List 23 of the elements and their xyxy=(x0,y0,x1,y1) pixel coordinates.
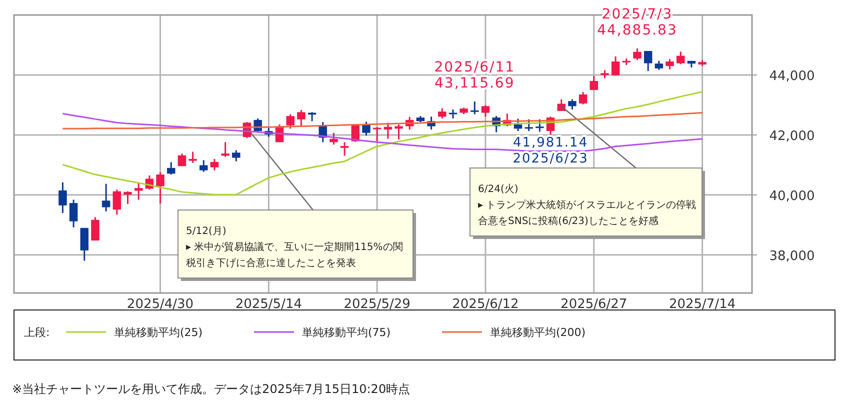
annotation: 2025/6/11 43,115.69 xyxy=(434,60,516,92)
legend-title: 上段: xyxy=(24,326,50,339)
legend-label: 単純移動平均(25) xyxy=(114,326,203,339)
x-tick-label: 2025/6/12 xyxy=(452,297,519,312)
annotation: 6/24(火) ▸ トランプ米大統領がイスラエルとイランの停戦合意をSNSに投稿(6/23)したことを好感 xyxy=(478,183,696,227)
y-tick-label: 38,000 xyxy=(769,248,815,264)
annotation: 2025/7/3 44,885.83 xyxy=(597,6,678,38)
x-tick-label: 2025/4/30 xyxy=(126,297,194,312)
legend-label: 単純移動平均(75) xyxy=(302,326,391,339)
annotation: 5/12(月) ▸ 米中が貿易協議で、互いに一定期間115%の関税引き下げに合意に達したことを発表 xyxy=(186,226,403,269)
legend-label: 単純移動平均(200) xyxy=(490,326,586,339)
x-tick-label: 2025/7/14 xyxy=(668,297,736,312)
line-series xyxy=(62,91,704,196)
text: ※当社チャートツールを用いて作成。データは2025年7月15日10:20時点 xyxy=(12,382,410,396)
x-tick-label: 2025/5/29 xyxy=(344,297,410,312)
line-series xyxy=(62,112,704,152)
y-tick-label: 40,000 xyxy=(769,188,815,204)
y-tick-label: 42,000 xyxy=(769,128,815,144)
x-tick-label: 2025/6/27 xyxy=(560,297,628,312)
x-tick-label: 2025/5/14 xyxy=(235,297,302,312)
y-tick-label: 44,000 xyxy=(769,68,815,84)
callout: 5/12(月) ▸ 米中が貿易協議で、互いに一定期間115%の関税引き下げに合意に達したことを発表 xyxy=(178,128,416,281)
annotation: 41,981.14 2025/6/23 xyxy=(512,136,588,167)
